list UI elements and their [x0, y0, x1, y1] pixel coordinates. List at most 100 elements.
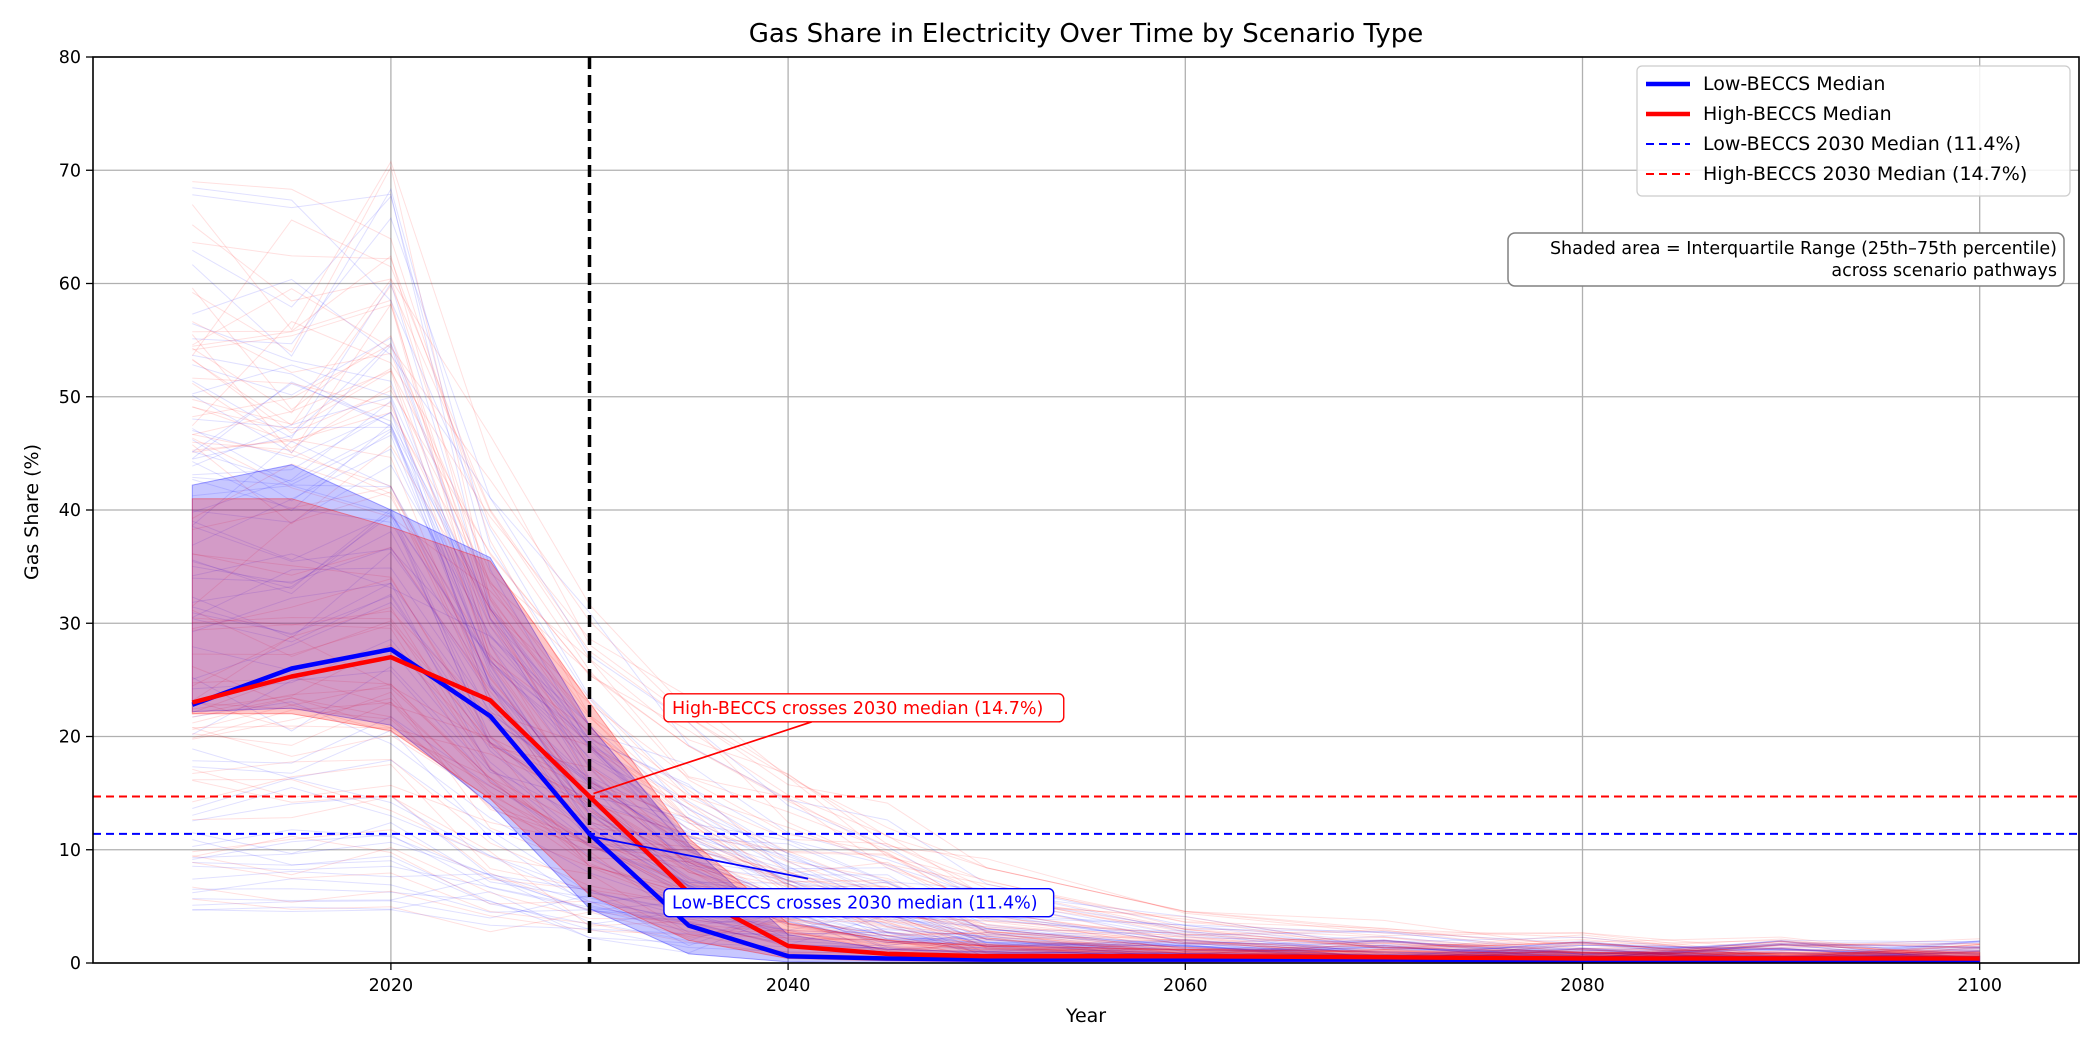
- scenario-pathway: [191, 320, 1980, 959]
- scenario-pathway: [192, 217, 1980, 962]
- scenario-pathway: [192, 829, 1980, 963]
- info-box-line-1: Shaded area = Interquartile Range (25th–…: [1550, 239, 2057, 259]
- x-tick-label: 2080: [1560, 976, 1605, 996]
- plot-frame: [92, 56, 2080, 964]
- scenario-pathway: [192, 241, 1980, 959]
- scenario-pathway: [192, 553, 1980, 962]
- scenario-pathway: [192, 886, 1980, 963]
- scenario-pathway: [192, 676, 1980, 956]
- scenario-pathway: [192, 525, 1980, 952]
- scenario-pathway: [191, 188, 1980, 963]
- annotation-text: High-BECCS crosses 2030 median (14.7%): [672, 699, 1043, 719]
- scenario-pathway: [192, 422, 1980, 964]
- scenario-pathway: [192, 865, 1980, 962]
- legend-label: High-BECCS Median: [1703, 103, 1892, 125]
- scenario-pathway: [191, 491, 1980, 961]
- scenario-pathway: [191, 224, 1980, 958]
- scenario-pathway: [192, 411, 1980, 953]
- scenario-pathway: [192, 288, 1980, 959]
- scenario-pathway: [192, 701, 1980, 962]
- annotation-box: [663, 693, 1065, 723]
- annotation-box: [663, 887, 1055, 918]
- scenario-pathway: [192, 284, 1980, 957]
- scenario-pathway: [192, 448, 1980, 958]
- median-series-layer: [191, 647, 1980, 963]
- scenario-pathway: [192, 514, 1980, 961]
- scenario-pathway: [192, 343, 1980, 961]
- scenario-pathway: [192, 670, 1980, 964]
- info-box-line-2: across scenario pathways: [1831, 261, 2057, 281]
- scenario-pathway: [192, 888, 1980, 964]
- scenario-pathway: [192, 891, 1980, 961]
- x-tick-label: 2020: [369, 976, 414, 996]
- annotation-arrow: [593, 836, 809, 880]
- scenario-pathway: [192, 878, 1980, 964]
- scenario-pathway: [192, 582, 1980, 959]
- x-tick-label: 2040: [766, 976, 811, 996]
- info-box-frame: [1507, 232, 2065, 287]
- scenario-pathway: [191, 444, 1980, 955]
- scenario-pathway: [192, 464, 1980, 957]
- scenario-pathway: [192, 428, 1980, 955]
- annotation-text: Low-BECCS crosses 2030 median (11.4%): [672, 894, 1038, 914]
- scenario-pathway: [192, 716, 1980, 961]
- scenario-pathway: [192, 299, 1980, 962]
- scenario-pathway: [192, 187, 1980, 963]
- scenario-pathway: [192, 763, 1980, 964]
- y-tick-label: 40: [59, 501, 81, 521]
- reference-lines-layer: [93, 57, 2079, 963]
- scenario-pathway: [192, 855, 1980, 964]
- scenario-pathway: [192, 396, 1980, 958]
- scenario-pathway: [192, 748, 1980, 961]
- scenario-pathway: [192, 282, 1980, 964]
- y-tick-label: 80: [59, 48, 81, 68]
- ticks-layer: 2020 2040 2060 2080 2100 0 10 20 30 40 50 60 70 80: [59, 48, 2002, 996]
- legend-label: High-BECCS 2030 Median (14.7%): [1703, 163, 2027, 185]
- scenario-pathway: [192, 278, 1980, 959]
- legend-label: Low-BECCS Median: [1703, 73, 1885, 95]
- scenario-pathway: [191, 160, 1980, 956]
- scenario-pathway: [192, 704, 1980, 957]
- scenario-pathway: [192, 428, 1980, 963]
- legend-box: [1636, 65, 2071, 197]
- x-axis-label: Year: [1065, 1005, 1106, 1027]
- scenario-pathway: [192, 727, 1980, 962]
- annotation-arrow: [593, 721, 813, 795]
- legend: Low-BECCS Median High-BECCS Median Low-BEC…: [1636, 65, 2071, 197]
- scenario-pathway: [192, 383, 1980, 958]
- scenario-pathway: [192, 601, 1980, 957]
- x-tick-label: 2100: [1957, 976, 2002, 996]
- chart-title: Gas Share in Electricity Over Time by Sc…: [749, 19, 1423, 49]
- scenario-pathway: [192, 553, 1980, 958]
- y-tick-label: 0: [70, 954, 81, 974]
- info-box: Shaded area = Interquartile Range (25th–…: [1507, 232, 2065, 287]
- scenario-pathway: [191, 219, 1980, 956]
- scenario-pathway: [192, 358, 1980, 962]
- y-tick-label: 30: [59, 614, 81, 634]
- scenario-pathway: [192, 691, 1980, 962]
- scenario-pathway: [192, 400, 1980, 963]
- scenario-pathway: [192, 610, 1980, 961]
- scenario-pathway: [192, 377, 1980, 959]
- scenario-pathway: [192, 635, 1980, 962]
- scenario-pathway: [192, 513, 1980, 951]
- legend-label: Low-BECCS 2030 Median (11.4%): [1703, 133, 2021, 155]
- y-tick-label: 60: [59, 275, 81, 295]
- scenario-pathway: [192, 876, 1980, 957]
- scenario-pathway: [192, 437, 1980, 960]
- x-tick-label: 2060: [1163, 976, 1208, 996]
- y-tick-label: 20: [59, 728, 81, 748]
- series-line-high-beccs-median: [191, 654, 1980, 961]
- y-axis-label: Gas Share (%): [21, 444, 43, 580]
- scenario-pathway: [192, 909, 1980, 963]
- annotations-layer: High-BECCS crosses 2030 median (14.7%) Lo…: [593, 693, 1065, 918]
- scenario-pathway: [192, 616, 1980, 962]
- y-tick-label: 70: [59, 161, 81, 181]
- scenario-pathway: [192, 364, 1980, 964]
- y-tick-label: 50: [59, 388, 81, 408]
- y-tick-label: 10: [59, 841, 81, 861]
- scenario-pathway: [192, 508, 1980, 962]
- scenario-pathway: [192, 382, 1980, 959]
